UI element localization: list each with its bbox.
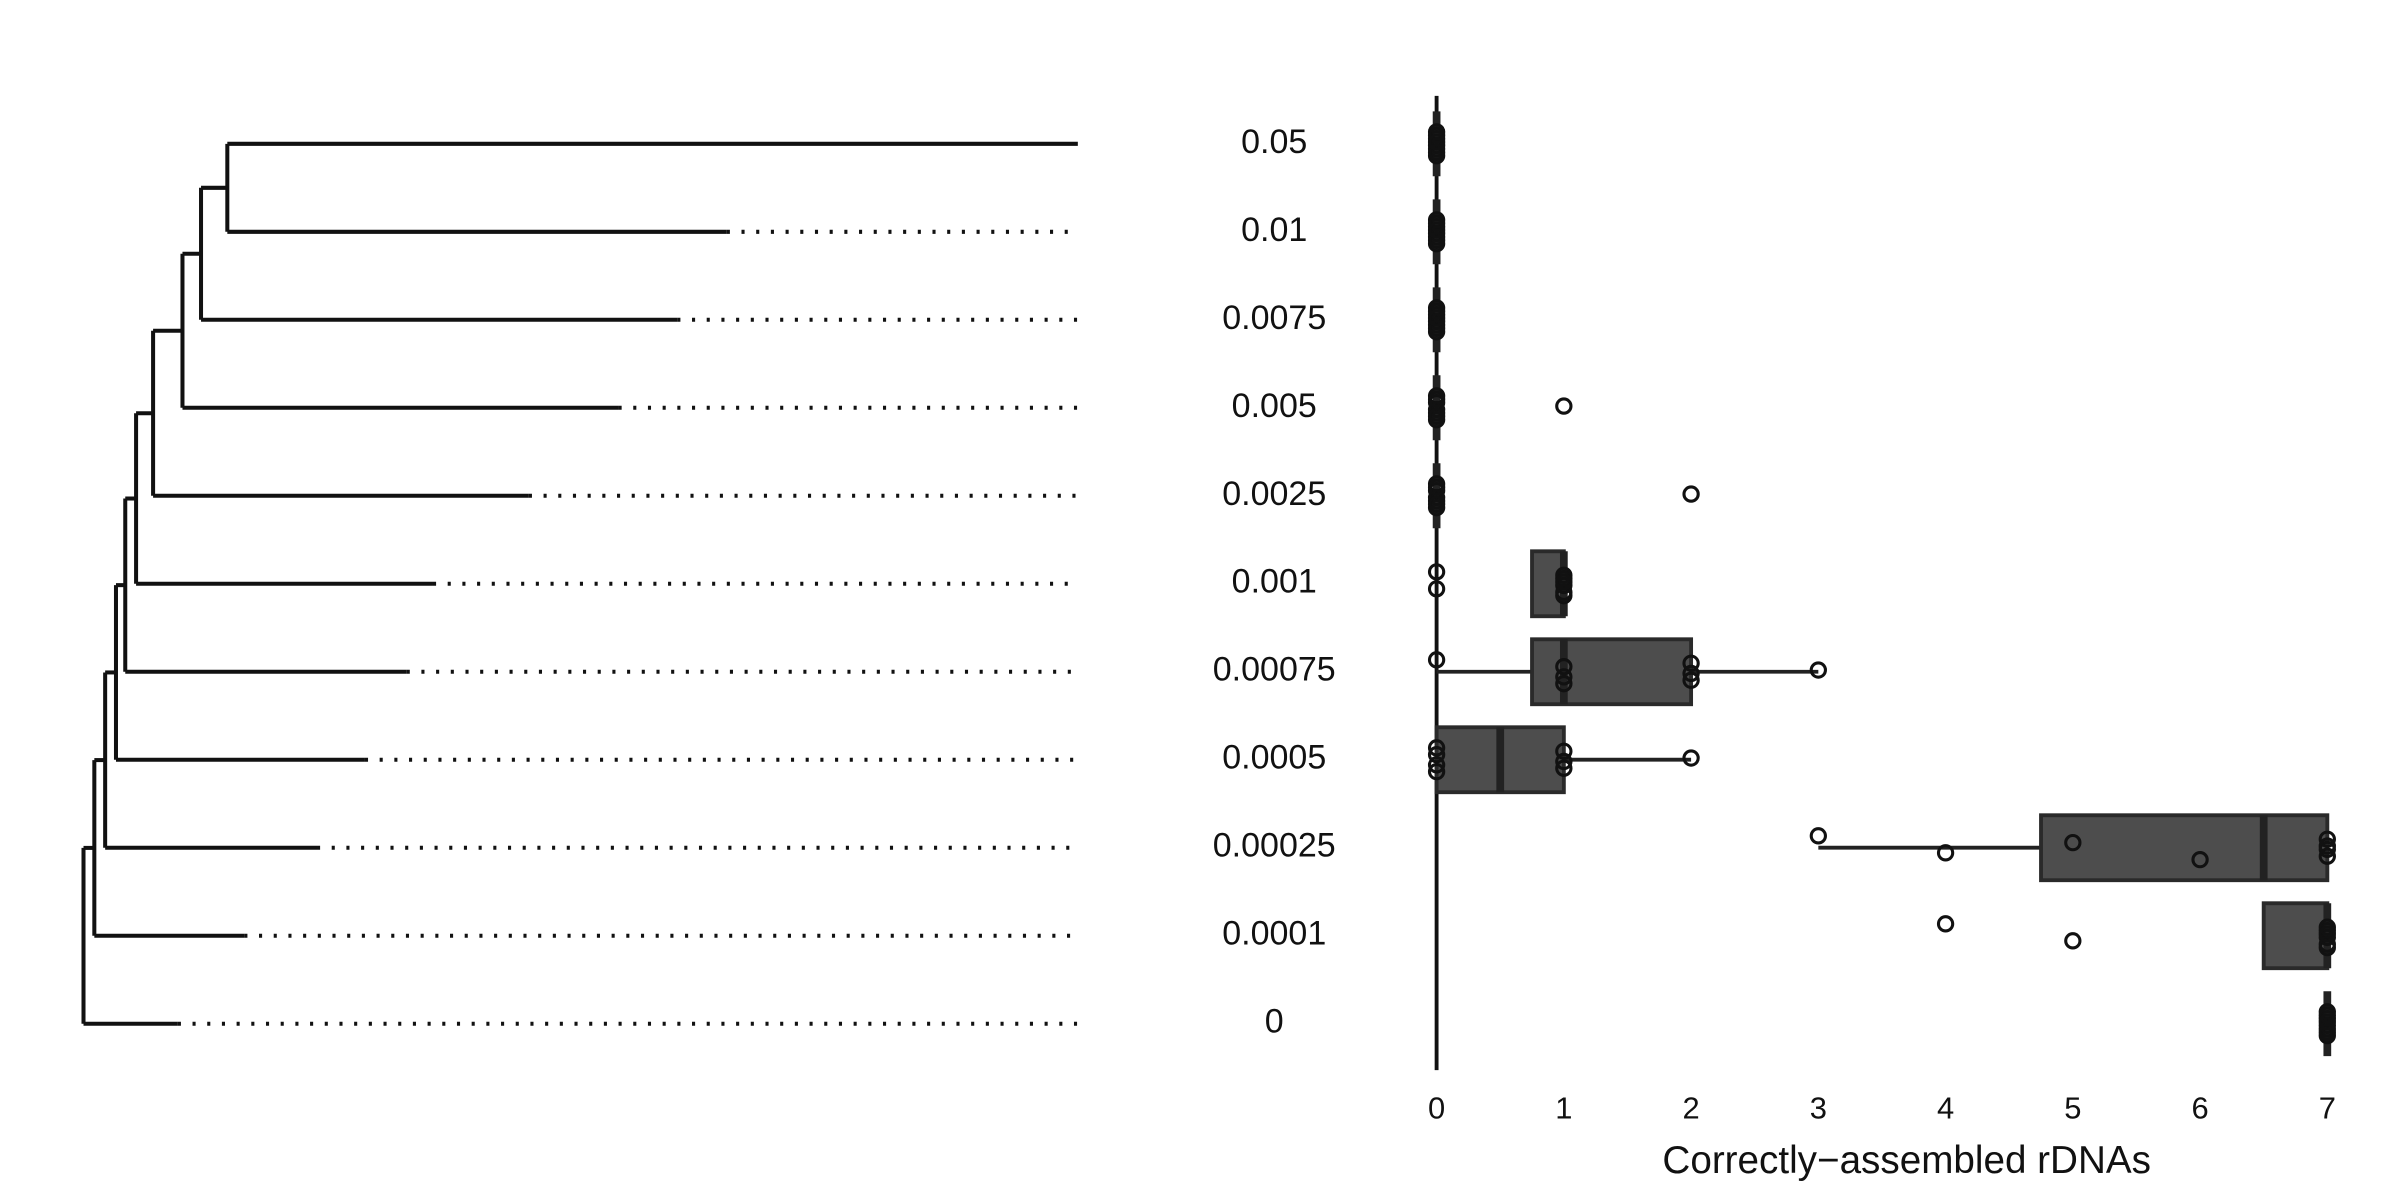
point <box>1427 390 1446 408</box>
category-label: 0.00025 <box>1213 827 1336 865</box>
point <box>1555 573 1573 591</box>
point <box>1427 302 1446 320</box>
point <box>1682 749 1700 767</box>
point <box>1427 231 1446 249</box>
point <box>1427 221 1446 239</box>
point <box>1555 759 1573 777</box>
point <box>1555 675 1573 693</box>
category-label: 0.001 <box>1232 563 1317 601</box>
point <box>1427 762 1446 781</box>
point <box>1427 745 1446 764</box>
point <box>1555 752 1573 771</box>
point <box>1809 661 1827 679</box>
point <box>1427 319 1446 337</box>
point <box>2318 925 2336 943</box>
point <box>1555 397 1573 415</box>
category-label: 0.05 <box>1241 123 1307 161</box>
point <box>1936 915 1955 933</box>
x-tick-label: 6 <box>2191 1090 2208 1125</box>
point <box>1682 485 1700 503</box>
point <box>1555 668 1573 686</box>
point <box>1427 407 1446 425</box>
point <box>2318 837 2336 855</box>
category-label: 0 <box>1265 1003 1284 1041</box>
category-label: 0.0075 <box>1222 299 1326 337</box>
x-tick-label: 3 <box>1810 1090 1827 1125</box>
dendrogram <box>81 141 1078 1026</box>
x-tick-label: 5 <box>2064 1090 2081 1125</box>
x-tick-label: 4 <box>1937 1090 1954 1125</box>
category-label: 0.0001 <box>1222 915 1326 953</box>
point <box>1427 143 1446 161</box>
point <box>1427 651 1446 669</box>
point <box>1809 827 1827 845</box>
point <box>1427 214 1446 232</box>
point <box>1427 488 1446 507</box>
point <box>1682 664 1700 683</box>
box <box>1530 637 1694 707</box>
point <box>1555 566 1573 584</box>
point <box>1427 739 1446 757</box>
point <box>2318 935 2336 953</box>
category-label: 0.00075 <box>1213 651 1336 689</box>
point <box>2318 847 2336 865</box>
category-label: 0.01 <box>1241 211 1307 249</box>
x-tick-label: 2 <box>1682 1090 1699 1125</box>
point <box>1427 756 1446 774</box>
x-axis-title: Correctly−assembled rDNAs <box>1662 1139 2151 1182</box>
point <box>1427 309 1446 327</box>
box <box>2261 901 2330 971</box>
point <box>1427 563 1446 581</box>
point <box>2318 1006 2336 1024</box>
point <box>1682 654 1700 672</box>
category-label: 0.0025 <box>1222 475 1326 513</box>
x-tick-label: 1 <box>1555 1090 1572 1125</box>
category-label: 0.0005 <box>1222 739 1326 777</box>
x-tick-label: 7 <box>2319 1090 2336 1125</box>
point <box>1427 126 1446 144</box>
point <box>1555 742 1573 760</box>
point <box>1427 580 1446 598</box>
point <box>1936 844 1955 862</box>
point <box>2191 850 2209 869</box>
point <box>1555 657 1573 676</box>
point <box>2064 833 2082 852</box>
point <box>1427 478 1446 496</box>
point <box>2318 1013 2336 1031</box>
point <box>2064 932 2082 950</box>
point <box>2318 1023 2336 1041</box>
x-tick-label: 0 <box>1428 1090 1445 1125</box>
point <box>1427 400 1446 419</box>
point <box>1555 583 1573 601</box>
category-label: 0.005 <box>1232 387 1317 425</box>
box <box>2039 813 2330 883</box>
point <box>2318 830 2336 848</box>
point <box>1427 495 1446 513</box>
point <box>1427 133 1446 151</box>
point <box>1682 671 1700 689</box>
point <box>2318 918 2336 936</box>
